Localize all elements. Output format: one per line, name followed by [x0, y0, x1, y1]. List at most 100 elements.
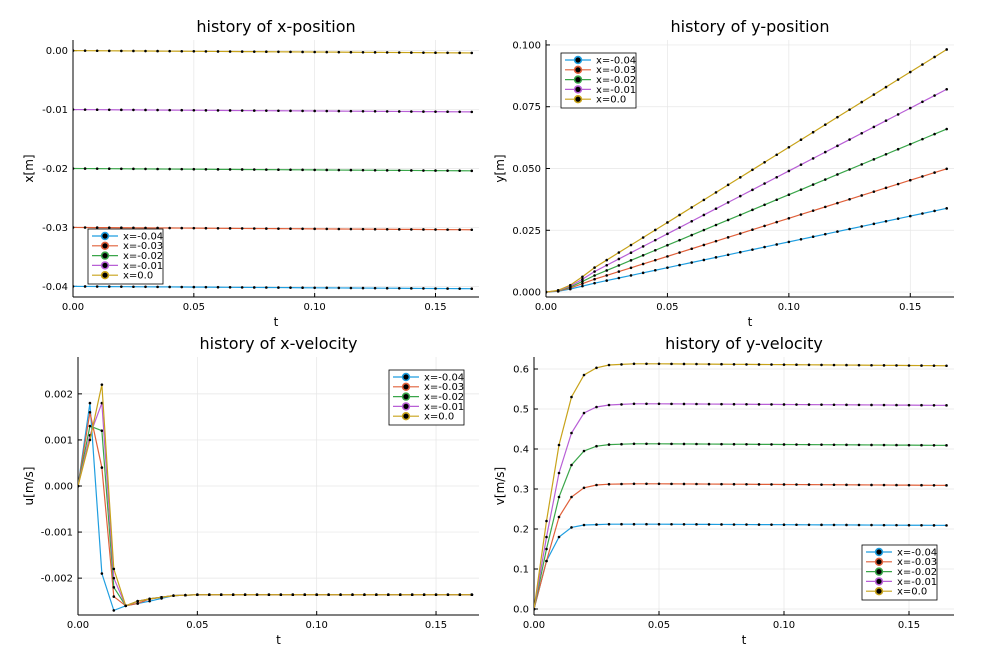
- data-point: [807, 483, 811, 486]
- data-point: [279, 593, 283, 597]
- data-point: [289, 168, 292, 172]
- legend-marker: [100, 231, 110, 241]
- data-point: [702, 243, 706, 247]
- data-point: [882, 443, 886, 447]
- data-point: [653, 248, 657, 252]
- data-point: [678, 213, 681, 217]
- data-point: [73, 49, 75, 52]
- data-point: [446, 51, 449, 55]
- data-point: [582, 486, 586, 490]
- data-point: [763, 182, 766, 185]
- data-point: [795, 443, 798, 446]
- data-point: [557, 515, 561, 519]
- data-point: [670, 402, 673, 406]
- data-point: [144, 108, 147, 112]
- data-point: [265, 50, 268, 54]
- legend-marker: [401, 402, 411, 411]
- data-point: [720, 523, 723, 526]
- x-tick-label: 0.05: [186, 620, 208, 631]
- x-tick-label: 0.10: [773, 620, 795, 631]
- data-point: [231, 593, 235, 597]
- legend-marker: [874, 547, 884, 557]
- series-line-x=0.0: [73, 50, 472, 54]
- data-point: [363, 593, 366, 597]
- data-point: [557, 471, 561, 475]
- series-line-x=-0.02: [73, 167, 472, 172]
- data-point: [896, 78, 900, 81]
- data-point: [795, 363, 798, 367]
- chart-title: history of y-velocity: [665, 334, 823, 353]
- data-point: [582, 523, 586, 527]
- data-point: [100, 466, 104, 469]
- data-point: [641, 262, 645, 266]
- data-point: [446, 287, 449, 290]
- data-point: [228, 50, 232, 53]
- data-point: [653, 268, 657, 272]
- data-point: [593, 274, 596, 277]
- data-point: [641, 245, 645, 248]
- chart-panel-2: 0.00 0.05 0.10 0.15 0.000 0.025 0.050 0.075 0.10…: [493, 17, 954, 329]
- data-point: [361, 227, 365, 231]
- data-point: [757, 523, 761, 526]
- data-point: [714, 223, 718, 227]
- data-point: [632, 362, 636, 366]
- data-point: [385, 286, 389, 290]
- data-point: [349, 109, 353, 113]
- legend-label: x=-0.01: [596, 85, 636, 96]
- data-point: [398, 593, 402, 597]
- data-point: [745, 402, 748, 406]
- data-point: [291, 593, 295, 597]
- data-point: [168, 49, 171, 53]
- data-point: [112, 586, 116, 589]
- x-tick-label: 0.10: [778, 302, 800, 313]
- data-point: [945, 48, 949, 51]
- data-point: [884, 186, 888, 190]
- data-point: [738, 213, 742, 217]
- data-point: [581, 282, 584, 285]
- data-point: [641, 236, 645, 239]
- data-point: [397, 286, 401, 290]
- data-point: [289, 109, 292, 113]
- data-point: [120, 226, 123, 230]
- data-point: [605, 258, 609, 262]
- data-point: [657, 362, 661, 366]
- series-line-x=-0.04: [73, 285, 472, 290]
- data-point: [83, 167, 87, 170]
- data-point: [782, 443, 786, 446]
- legend: x=-0.04x=-0.03x=-0.02x=-0.01x=0.0: [87, 228, 164, 285]
- data-point: [144, 49, 147, 53]
- legend-label: x=-0.03: [897, 557, 937, 568]
- data-point: [160, 595, 163, 599]
- data-point: [252, 227, 256, 230]
- data-point: [714, 207, 718, 210]
- data-point: [557, 535, 561, 539]
- data-point: [653, 238, 657, 242]
- data-point: [763, 224, 766, 228]
- y-tick-label: 0.050: [512, 164, 541, 175]
- data-point: [570, 395, 573, 399]
- data-point: [921, 212, 924, 215]
- data-point: [751, 248, 754, 251]
- data-point: [795, 483, 798, 486]
- data-point: [782, 523, 786, 527]
- data-point: [811, 183, 815, 186]
- data-point: [351, 593, 354, 597]
- x-tick-label: 0.00: [62, 302, 84, 313]
- legend-marker: [100, 261, 110, 270]
- data-point: [95, 49, 99, 53]
- data-point: [313, 109, 316, 113]
- data-point: [361, 286, 365, 290]
- legend-marker: [401, 412, 411, 421]
- data-point: [775, 175, 779, 179]
- data-point: [908, 142, 912, 146]
- data-point: [470, 287, 474, 291]
- data-point: [920, 364, 923, 367]
- data-point: [820, 363, 823, 367]
- data-point: [385, 110, 389, 113]
- data-point: [78, 484, 80, 488]
- data-point: [605, 279, 609, 282]
- data-point: [373, 51, 377, 54]
- data-point: [908, 106, 912, 110]
- data-point: [670, 442, 673, 446]
- data-point: [775, 243, 779, 246]
